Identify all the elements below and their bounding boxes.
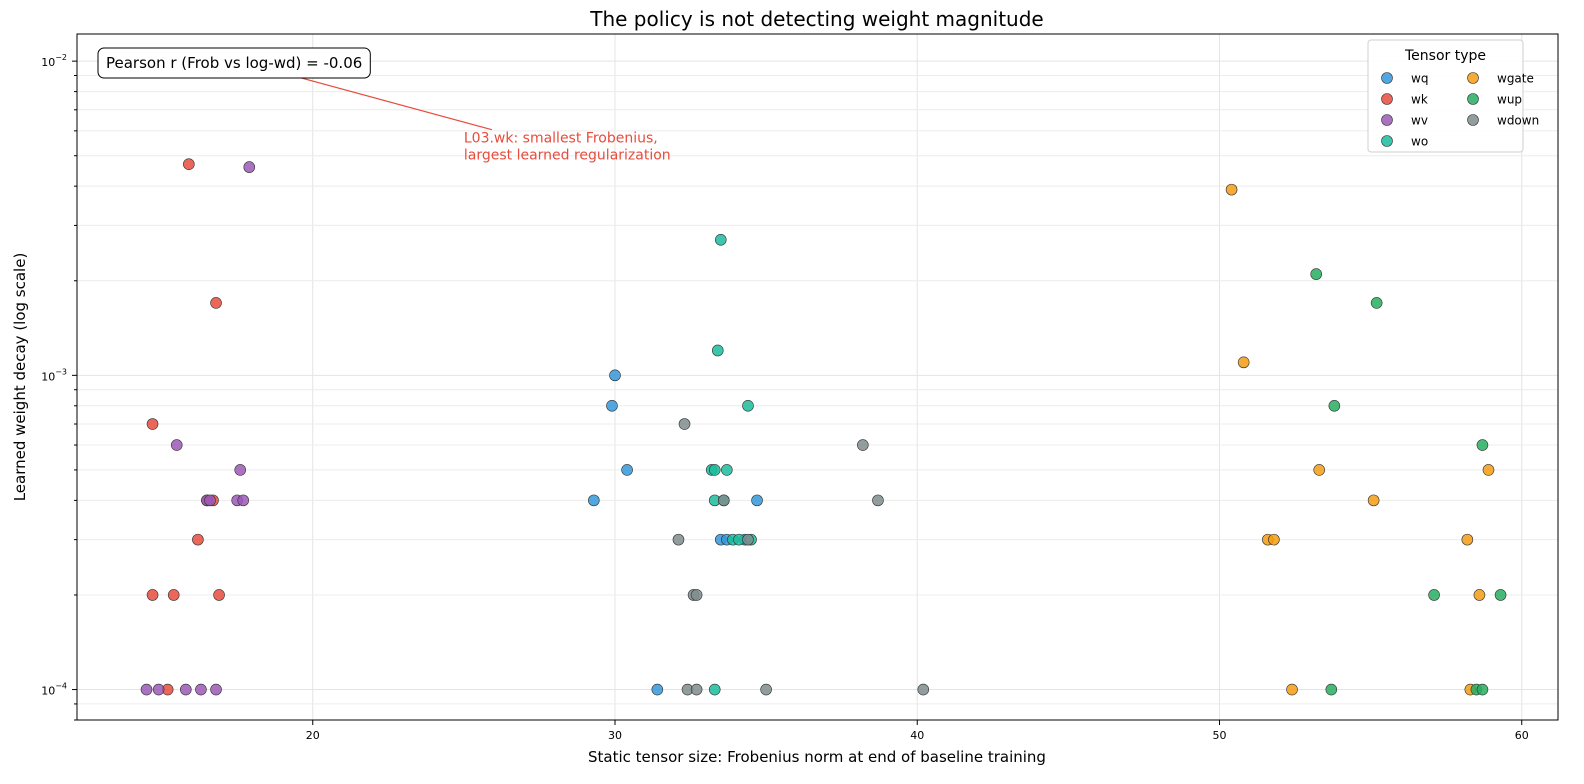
- data-point-wgate: [1367, 494, 1380, 507]
- data-point-wk: [146, 589, 159, 601]
- data-point-wdown: [760, 683, 772, 696]
- legend-marker-wgate: [1467, 72, 1479, 84]
- data-point-wgate: [1237, 356, 1250, 369]
- data-point-wgate: [1268, 533, 1280, 546]
- data-point-wv: [243, 161, 256, 173]
- data-point-wk: [146, 418, 159, 430]
- data-point-wup: [1494, 589, 1507, 601]
- data-point-wdown: [718, 494, 730, 507]
- data-point-wup: [1428, 589, 1440, 601]
- data-point-wup: [1370, 297, 1383, 309]
- annotation-text-line: largest learned regularization: [464, 148, 671, 164]
- data-point-wk: [213, 589, 225, 601]
- data-point-wgate: [1225, 183, 1238, 196]
- annotations: L03.wk: smallest Frobenius,largest learn…: [97, 47, 671, 164]
- y-tick-label: 10−4: [41, 682, 67, 698]
- legend-marker-wq: [1381, 72, 1393, 84]
- data-point-wk: [210, 297, 222, 309]
- data-point-wup: [1325, 683, 1338, 696]
- data-point-wgate: [1286, 683, 1298, 696]
- pearson-box: Pearson r (Frob vs log-wd) = -0.06: [97, 47, 371, 79]
- data-point-wk: [167, 589, 180, 601]
- data-point-wup: [1476, 439, 1489, 451]
- data-point-wv: [170, 439, 183, 451]
- data-point-wo: [708, 683, 721, 696]
- legend-marker-wo: [1381, 135, 1393, 147]
- data-point-wgate: [1461, 533, 1474, 546]
- data-point-wdown: [857, 439, 869, 451]
- legend-label-wv: wv: [1411, 114, 1428, 128]
- legend-label-wo: wo: [1411, 135, 1428, 149]
- data-point-wq: [609, 369, 621, 382]
- data-point-wq: [751, 494, 763, 507]
- data-point-wgate: [1473, 589, 1486, 601]
- x-tick-label: 20: [306, 729, 320, 742]
- data-point-wv: [180, 683, 192, 696]
- data-point-wup: [1328, 399, 1341, 412]
- data-point-wgate: [1313, 464, 1326, 476]
- data-point-wq: [606, 399, 618, 412]
- data-point-wdown: [678, 418, 691, 430]
- data-point-wgate: [1482, 464, 1495, 476]
- y-axis-label: Learned weight decay (log scale): [11, 253, 29, 502]
- legend-marker-wk: [1381, 93, 1393, 105]
- annotation-text-line: L03.wk: smallest Frobenius,: [464, 131, 658, 147]
- legend-frame: [1367, 39, 1524, 153]
- data-point-wk: [183, 158, 195, 170]
- data-point-wdown: [872, 494, 884, 507]
- pearson-box-frame: [97, 47, 371, 79]
- pearson-text: Pearson r (Frob vs log-wd) = -0.06: [106, 54, 362, 72]
- data-point-wv: [237, 494, 250, 507]
- x-tick-label: 30: [608, 729, 622, 742]
- data-point-wv: [152, 683, 165, 696]
- y-tick-label: 10−3: [41, 367, 67, 383]
- chart-title: The policy is not detecting weight magni…: [589, 7, 1043, 31]
- data-point-wdown: [672, 533, 685, 546]
- data-point-wv: [195, 683, 207, 696]
- x-tick-label: 60: [1515, 729, 1529, 742]
- data-point-wo: [714, 234, 727, 246]
- data-point-wup: [1476, 683, 1489, 696]
- legend-marker-wdown: [1467, 114, 1479, 126]
- x-axis-label: Static tensor size: Frobenius norm at en…: [588, 748, 1046, 766]
- x-tick-label: 40: [910, 729, 924, 742]
- data-point-wup: [1310, 268, 1323, 280]
- data-point-wv: [140, 683, 153, 696]
- data-point-wdown: [917, 683, 930, 696]
- plot-frame: [76, 33, 1559, 721]
- legend-label-wk: wk: [1411, 93, 1428, 107]
- data-point-wv: [210, 683, 222, 696]
- legend: Tensor type wq wk wv wo wgate wup wdown: [1367, 39, 1539, 153]
- legend-title: Tensor type: [1404, 48, 1486, 64]
- data-point-wdown: [690, 683, 703, 696]
- data-point-wq: [621, 464, 633, 476]
- data-point-wk: [192, 533, 204, 546]
- data-point-wdown: [742, 533, 754, 546]
- y-tick-label: 10−2: [41, 53, 67, 69]
- data-point-wq: [651, 683, 664, 696]
- data-point-wq: [588, 494, 600, 507]
- x-tick-label: 50: [1212, 729, 1226, 742]
- legend-marker-wv: [1381, 114, 1393, 126]
- legend-label-wgate: wgate: [1497, 72, 1534, 86]
- legend-label-wup: wup: [1497, 93, 1522, 107]
- legend-label-wq: wq: [1411, 72, 1428, 86]
- grid-lines: [77, 34, 1558, 721]
- data-point-wo: [742, 399, 754, 412]
- data-point-wv: [234, 464, 247, 476]
- data-point-wdown: [690, 589, 703, 601]
- axes: 20 30 40 50 60 10−4 10−3 10−2: [41, 53, 1529, 742]
- data-point-wo: [711, 344, 724, 357]
- data-point-wv: [204, 494, 216, 507]
- legend-label-wdown: wdown: [1497, 114, 1539, 128]
- data-point-wo: [721, 464, 733, 476]
- data-point-wo: [708, 464, 721, 476]
- legend-marker-wup: [1467, 93, 1479, 105]
- data-points: [140, 158, 1507, 696]
